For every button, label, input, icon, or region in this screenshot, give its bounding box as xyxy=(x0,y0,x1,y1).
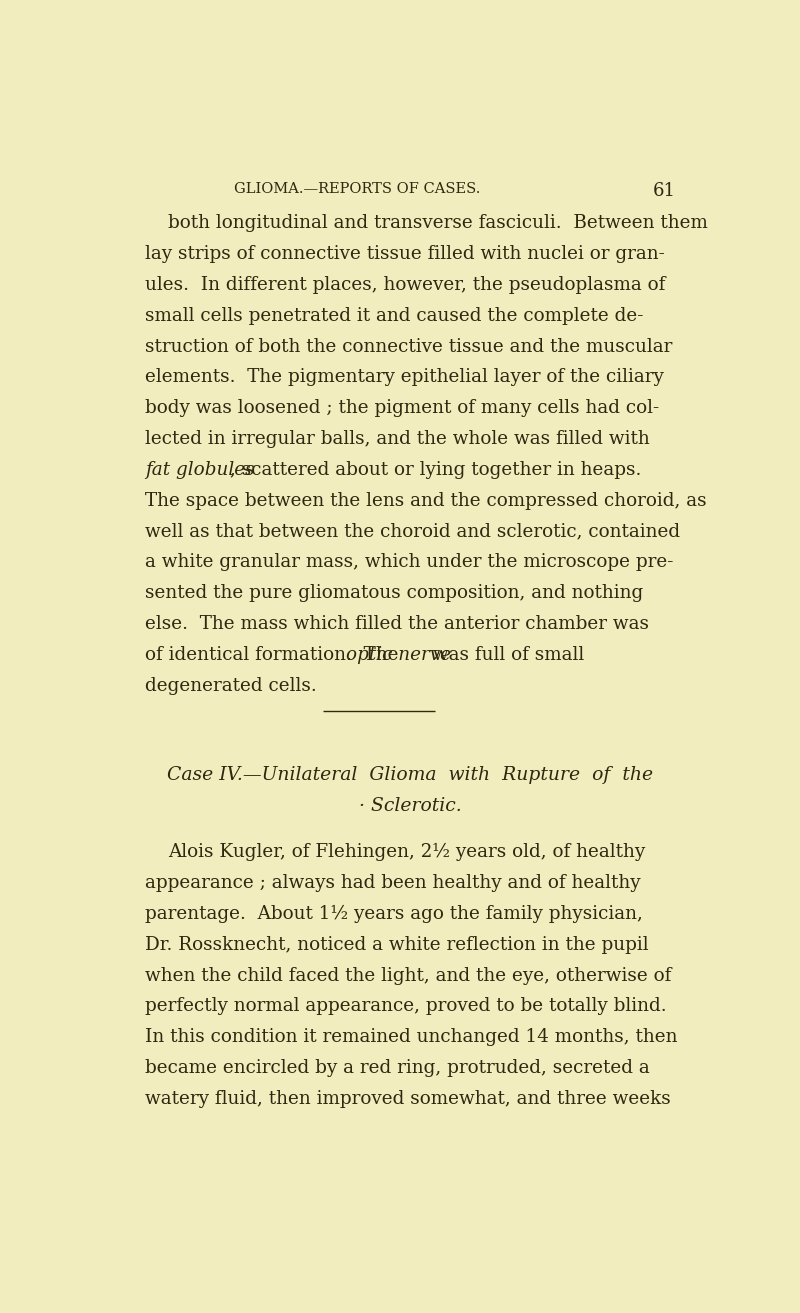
Text: perfectly normal appearance, proved to be totally blind.: perfectly normal appearance, proved to b… xyxy=(145,998,666,1015)
Text: struction of both the connective tissue and the muscular: struction of both the connective tissue … xyxy=(145,337,672,356)
Text: · Sclerotic.: · Sclerotic. xyxy=(358,797,462,815)
Text: Case IV.—Unilateral  Glioma  with  Rupture  of  the: Case IV.—Unilateral Glioma with Rupture … xyxy=(167,767,653,784)
Text: became encircled by a red ring, protruded, secreted a: became encircled by a red ring, protrude… xyxy=(145,1060,650,1077)
Text: fat globules: fat globules xyxy=(145,461,254,479)
Text: 61: 61 xyxy=(652,181,675,200)
Text: lected in irregular balls, and the whole was filled with: lected in irregular balls, and the whole… xyxy=(145,431,650,448)
Text: Alois Kugler, of Flehingen, 2½ years old, of healthy: Alois Kugler, of Flehingen, 2½ years old… xyxy=(168,843,646,861)
Text: lay strips of connective tissue filled with nuclei or gran-: lay strips of connective tissue filled w… xyxy=(145,246,664,263)
Text: when the child faced the light, and the eye, otherwise of: when the child faced the light, and the … xyxy=(145,966,671,985)
Text: optic nerve: optic nerve xyxy=(346,646,450,664)
Text: else.  The mass which filled the anterior chamber was: else. The mass which filled the anterior… xyxy=(145,614,649,633)
Text: The space between the lens and the compressed choroid, as: The space between the lens and the compr… xyxy=(145,491,706,509)
Text: well as that between the choroid and sclerotic, contained: well as that between the choroid and scl… xyxy=(145,523,680,541)
Text: , scattered about or lying together in heaps.: , scattered about or lying together in h… xyxy=(230,461,641,479)
Text: parentage.  About 1½ years ago the family physician,: parentage. About 1½ years ago the family… xyxy=(145,905,642,923)
Text: body was loosened ; the pigment of many cells had col-: body was loosened ; the pigment of many … xyxy=(145,399,658,418)
Text: In this condition it remained unchanged 14 months, then: In this condition it remained unchanged … xyxy=(145,1028,677,1046)
Text: GLIOMA.—REPORTS OF CASES.: GLIOMA.—REPORTS OF CASES. xyxy=(234,181,481,196)
Text: small cells penetrated it and caused the complete de-: small cells penetrated it and caused the… xyxy=(145,307,643,324)
Text: appearance ; always had been healthy and of healthy: appearance ; always had been healthy and… xyxy=(145,874,640,892)
Text: degenerated cells.: degenerated cells. xyxy=(145,676,316,695)
Text: ules.  In different places, however, the pseudoplasma of: ules. In different places, however, the … xyxy=(145,276,665,294)
Text: sented the pure gliomatous composition, and nothing: sented the pure gliomatous composition, … xyxy=(145,584,643,603)
Text: watery fluid, then improved somewhat, and three weeks: watery fluid, then improved somewhat, an… xyxy=(145,1090,670,1108)
Text: Dr. Rossknecht, noticed a white reflection in the pupil: Dr. Rossknecht, noticed a white reflecti… xyxy=(145,936,648,953)
Text: a white granular mass, which under the microscope pre-: a white granular mass, which under the m… xyxy=(145,553,673,571)
Text: elements.  The pigmentary epithelial layer of the ciliary: elements. The pigmentary epithelial laye… xyxy=(145,369,663,386)
Text: of identical formation.  The: of identical formation. The xyxy=(145,646,404,664)
Text: both longitudinal and transverse fasciculi.  Between them: both longitudinal and transverse fascicu… xyxy=(168,214,708,232)
Text: was full of small: was full of small xyxy=(427,646,584,664)
